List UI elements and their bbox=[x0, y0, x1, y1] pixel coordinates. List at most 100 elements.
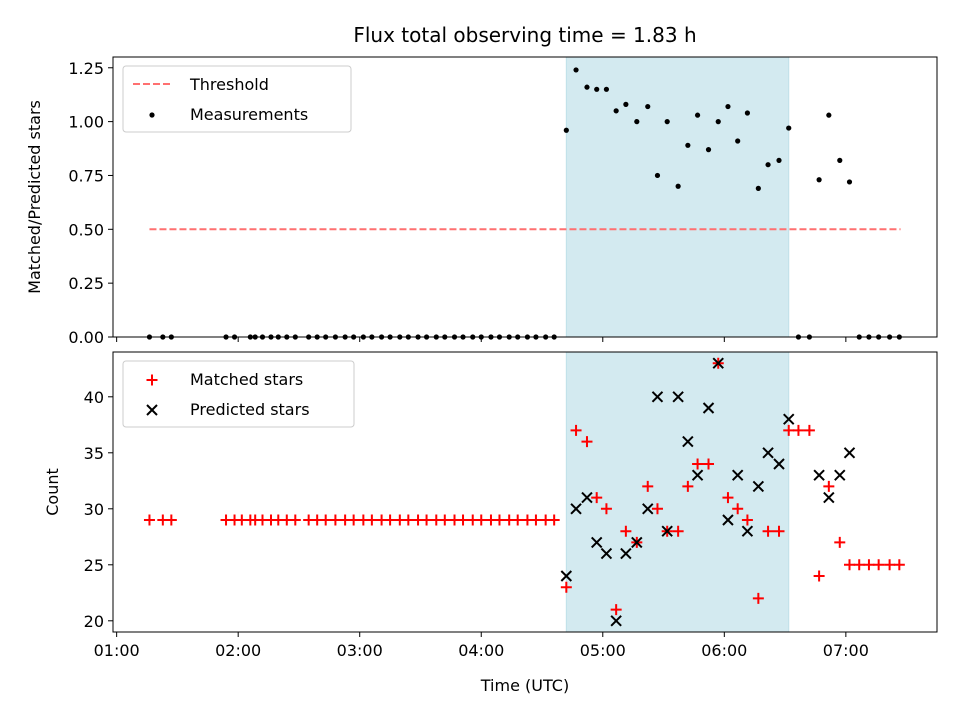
measurement-point bbox=[735, 138, 741, 144]
bottom-y-tick-label: 20 bbox=[84, 612, 104, 631]
predicted-star-point bbox=[731, 469, 744, 481]
top-y-tick-label: 0.25 bbox=[68, 274, 104, 293]
matched-star-point bbox=[873, 559, 885, 571]
matched-star-point bbox=[783, 424, 795, 436]
bottom-observing-window bbox=[565, 351, 790, 633]
top-legend: Threshold Measurements bbox=[122, 65, 352, 133]
predicted-star-point bbox=[581, 491, 593, 504]
matched-star-point bbox=[560, 581, 572, 593]
predicted-star-point bbox=[752, 480, 765, 493]
bottom-y-axis-label: Count bbox=[43, 468, 62, 516]
measurement-point bbox=[654, 172, 661, 179]
measurement-point bbox=[623, 101, 629, 107]
matched-star-point bbox=[384, 514, 396, 526]
matched-star-point bbox=[348, 514, 360, 526]
matched-star-point bbox=[143, 514, 155, 526]
legend-predicted-swatch bbox=[146, 404, 158, 416]
measurement-point bbox=[816, 177, 822, 183]
matched-star-point bbox=[548, 514, 560, 526]
top-y-tick-label: 0.75 bbox=[68, 166, 104, 185]
top-y-tick-label: 0.00 bbox=[68, 328, 104, 347]
x-tick-label: 04:00 bbox=[458, 641, 504, 660]
matched-star-point bbox=[570, 424, 582, 436]
matched-star-point bbox=[457, 514, 469, 526]
x-tick-label: 05:00 bbox=[580, 641, 626, 660]
top-axes-frame bbox=[112, 56, 938, 338]
bottom-y-tick-label: 35 bbox=[84, 444, 104, 463]
legend-matched-swatch bbox=[146, 374, 158, 386]
matched-star-point bbox=[803, 424, 815, 436]
predicted-star-point bbox=[642, 503, 654, 515]
matched-star-point bbox=[672, 525, 684, 537]
bottom-plot-area: 20 25 30 35 40 01:00 02:00 03:00 04:00 05:00 06:00… bbox=[84, 351, 938, 660]
bottom-y-tick-label: 40 bbox=[84, 388, 104, 407]
top-legend-box bbox=[122, 65, 352, 133]
matched-star-point bbox=[703, 458, 715, 470]
predicted-star-point bbox=[620, 547, 632, 560]
matched-star-point bbox=[320, 514, 332, 526]
matched-star-point bbox=[752, 592, 764, 604]
measurement-point bbox=[563, 127, 569, 133]
predicted-star-point bbox=[773, 458, 785, 470]
measurement-point bbox=[744, 110, 751, 116]
matched-star-point bbox=[165, 514, 177, 526]
legend-predicted-label: Predicted stars bbox=[190, 400, 310, 419]
measurement-point bbox=[837, 157, 843, 163]
measurement-point bbox=[664, 119, 670, 125]
matched-star-point bbox=[893, 559, 905, 571]
top-y-tick-label: 0.50 bbox=[68, 220, 104, 239]
top-y-tick-label: 1.25 bbox=[68, 59, 104, 78]
predicted-star-point bbox=[762, 447, 774, 459]
predicted-star-point bbox=[651, 391, 664, 403]
x-tick-label: 02:00 bbox=[215, 641, 261, 660]
matched-star-point bbox=[732, 503, 744, 515]
matched-star-point bbox=[439, 514, 451, 526]
top-plot-area: 0.00 0.25 0.50 0.75 1.00 1.25 bbox=[68, 56, 938, 347]
top-y-tick-label: 1.00 bbox=[68, 113, 104, 132]
predicted-star-point bbox=[783, 413, 795, 425]
bottom-y-tick-label: 30 bbox=[84, 500, 104, 519]
legend-matched-label: Matched stars bbox=[190, 370, 303, 389]
predicted-star-point bbox=[712, 357, 724, 369]
predicted-star-point bbox=[741, 525, 754, 537]
x-axis-label: Time (UTC) bbox=[480, 676, 569, 695]
measurement-point bbox=[603, 86, 610, 92]
matched-star-point bbox=[884, 559, 896, 571]
matched-star-point bbox=[402, 514, 414, 526]
measurement-point bbox=[645, 103, 651, 110]
matched-star-point bbox=[475, 514, 487, 526]
predicted-star-point bbox=[631, 536, 643, 549]
matched-star-point bbox=[823, 480, 835, 492]
measurement-point bbox=[685, 142, 691, 148]
matched-star-point bbox=[843, 559, 855, 571]
matched-star-point bbox=[289, 514, 301, 526]
matched-star-point bbox=[722, 492, 734, 504]
predicted-star-point bbox=[834, 469, 846, 481]
predicted-star-point bbox=[682, 435, 694, 448]
predicted-star-point bbox=[590, 536, 603, 549]
matched-star-point bbox=[581, 436, 593, 448]
measurement-point bbox=[725, 103, 731, 110]
matched-star-point bbox=[682, 480, 694, 492]
top-y-axis-label: Matched/Predicted stars bbox=[25, 100, 44, 294]
matched-star-point bbox=[591, 492, 603, 504]
predicted-star-point bbox=[610, 615, 622, 627]
legend-measurements-swatch bbox=[149, 112, 155, 118]
measurement-point bbox=[694, 112, 701, 118]
matched-star-point bbox=[329, 514, 341, 526]
x-tick-label: 01:00 bbox=[94, 641, 140, 660]
matched-star-point bbox=[792, 424, 804, 436]
predicted-star-point bbox=[702, 402, 715, 414]
matched-star-point bbox=[813, 570, 825, 582]
predicted-star-point bbox=[722, 514, 734, 526]
matched-star-point bbox=[421, 514, 433, 526]
matched-star-point bbox=[834, 536, 846, 548]
bottom-legend: Matched stars Predicted stars bbox=[122, 360, 355, 428]
predicted-star-point bbox=[570, 503, 582, 515]
bottom-y-tick-label: 25 bbox=[84, 556, 104, 575]
matched-star-point bbox=[773, 525, 785, 537]
matched-star-point bbox=[600, 503, 612, 515]
legend-measurements-label: Measurements bbox=[190, 105, 308, 124]
legend-threshold-label: Threshold bbox=[189, 75, 269, 94]
